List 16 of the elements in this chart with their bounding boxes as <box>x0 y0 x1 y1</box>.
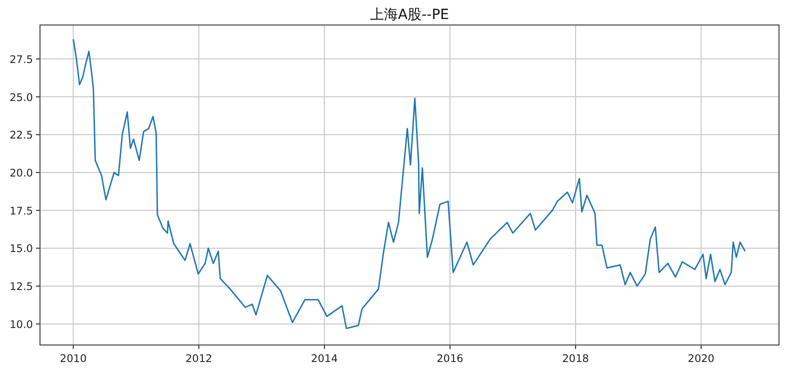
y-tick-label: 27.5 <box>10 54 33 66</box>
x-tick-label: 2014 <box>311 353 338 365</box>
x-tick-label: 2016 <box>436 353 464 365</box>
y-tick-label: 17.5 <box>10 205 33 218</box>
y-tick-label: 22.5 <box>10 130 33 142</box>
x-tick-label: 2012 <box>185 353 212 365</box>
y-tick-label: 10.0 <box>10 318 33 331</box>
y-tick-label: 20.0 <box>10 168 33 180</box>
x-tick-label: 2020 <box>688 353 715 365</box>
x-tick-label: 2018 <box>562 353 589 365</box>
y-tick-label: 15.0 <box>10 243 33 256</box>
y-tick-label: 25.0 <box>10 92 33 104</box>
line-series <box>72 38 746 330</box>
y-tick-label: 12.5 <box>10 281 33 294</box>
chart-title: 上海A股--PE <box>370 7 449 23</box>
x-tick-label: 2010 <box>60 353 87 365</box>
